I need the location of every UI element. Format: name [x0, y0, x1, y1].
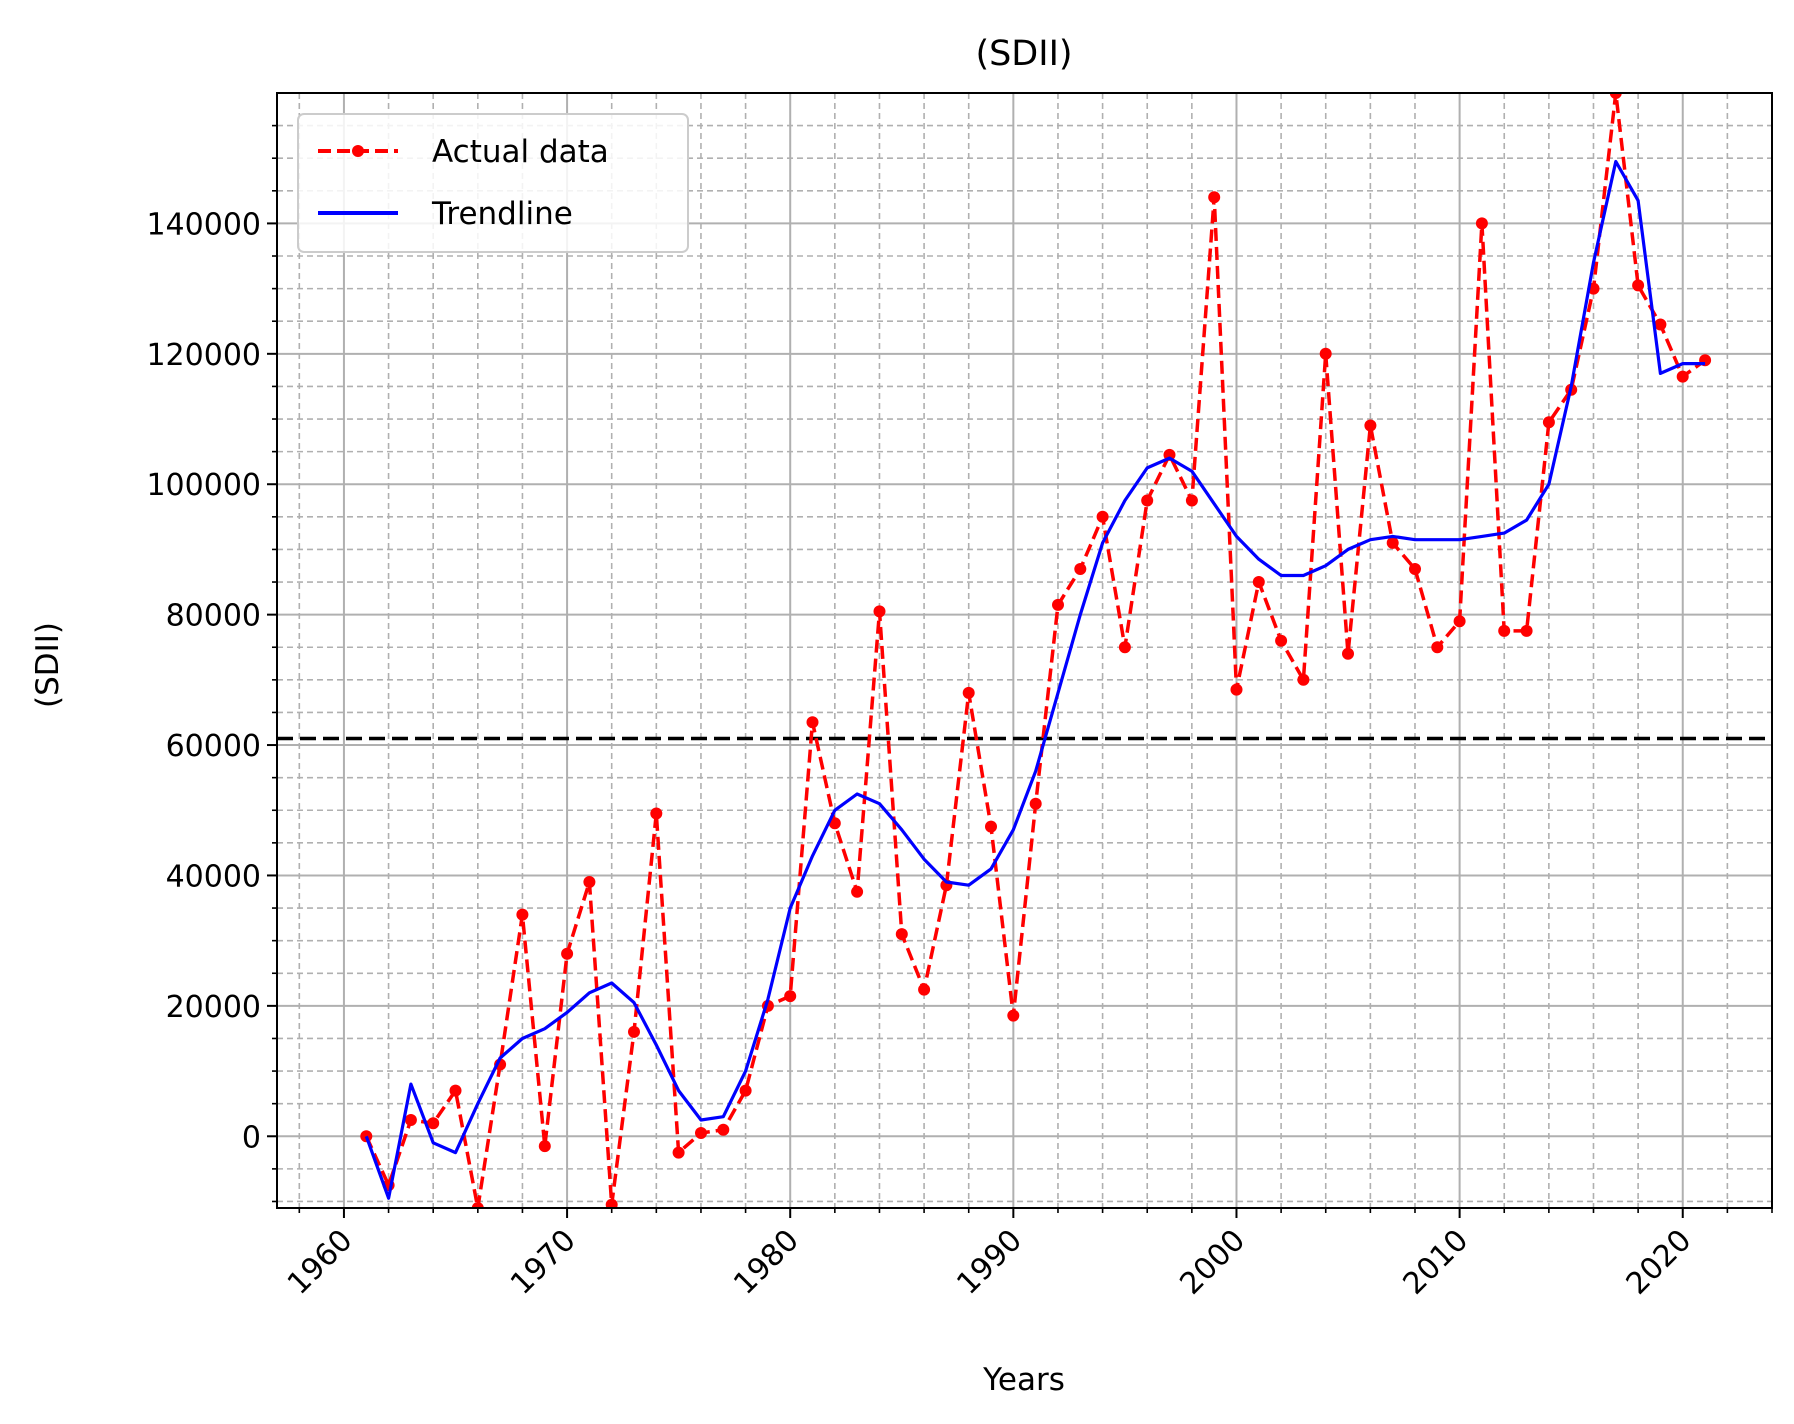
data-point-actual [1074, 563, 1087, 575]
data-point-actual [516, 908, 529, 921]
data-point-actual [1052, 598, 1064, 611]
legend-box [297, 113, 689, 253]
data-point-actual [1096, 510, 1109, 523]
major-grid [277, 93, 1772, 1208]
data-point-actual [1275, 634, 1288, 647]
data-point-actual [985, 820, 997, 833]
y-tick-label: 140000 [146, 207, 261, 242]
y-axis-ticks: 0 20000 40000 60000 80000 100000 120000 140000 [146, 124, 277, 1203]
data-point-actual [1029, 797, 1042, 810]
data-point-actual [1475, 217, 1488, 230]
data-point-actual [1676, 370, 1689, 383]
axes-border [276, 92, 1773, 1209]
data-point-actual [1319, 347, 1332, 360]
data-point-actual [1297, 673, 1310, 686]
data-point-actual [695, 1127, 707, 1139]
data-point-actual [962, 686, 975, 699]
data-point-actual [1542, 416, 1555, 429]
data-point-actual [918, 983, 931, 996]
legend-label-trend: Trendline [431, 196, 573, 232]
data-point-actual [1632, 279, 1645, 292]
data-point-actual [1520, 624, 1533, 637]
data-point-actual [1409, 563, 1421, 575]
data-point-actual [1364, 419, 1377, 432]
data-point-actual [427, 1117, 440, 1130]
data-point-actual [895, 928, 908, 941]
data-point-actual [717, 1123, 730, 1136]
legend-marker-actual [352, 145, 364, 157]
chart-title: (SDII) [975, 34, 1072, 74]
data-point-actual [1498, 624, 1511, 637]
data-point-actual [583, 876, 596, 888]
data-point-actual [739, 1084, 752, 1097]
y-tick-label: 120000 [146, 338, 261, 373]
legend-label-actual: Actual data [432, 134, 609, 170]
data-point-actual [471, 1202, 484, 1208]
data-point-actual [1453, 615, 1466, 628]
data-point-actual [538, 1140, 551, 1153]
data-point-actual [561, 947, 574, 960]
y-tick-label: 80000 [166, 599, 261, 634]
data-point-actual [1386, 536, 1399, 549]
data-point-actual [828, 817, 841, 830]
data-point-actual [806, 716, 819, 729]
legend: Actual data Trendline [297, 113, 689, 253]
data-point-actual [404, 1114, 417, 1126]
data-point-actual [672, 1146, 685, 1159]
data-point-actual [605, 1198, 618, 1208]
y-tick-label: 60000 [166, 729, 261, 764]
y-tick-label: 0 [242, 1120, 261, 1155]
data-point-actual [851, 885, 864, 898]
series-clip-group [360, 93, 1712, 1208]
data-point-actual [784, 990, 797, 1003]
data-point-actual [1208, 191, 1221, 204]
data-point-actual [1141, 494, 1154, 507]
axes-frame [276, 92, 1773, 1209]
data-point-actual [1609, 93, 1622, 99]
y-tick-label: 40000 [166, 859, 261, 894]
data-point-actual [628, 1025, 640, 1038]
data-point-actual [1185, 494, 1198, 507]
plot-area [277, 93, 1772, 1208]
data-point-actual [650, 807, 663, 820]
data-point-actual [1252, 576, 1265, 588]
x-axis-title: Years [982, 1362, 1065, 1398]
series-layer [360, 93, 1712, 1208]
series-line-trendline [364, 159, 1706, 1200]
data-point-actual [1342, 647, 1354, 660]
data-point-actual [1654, 318, 1667, 331]
data-point-actual [873, 605, 886, 618]
data-point-actual [1118, 641, 1131, 654]
plot-background [277, 93, 1772, 1208]
data-point-actual [449, 1084, 462, 1097]
y-axis-title: (SDII) [30, 622, 66, 708]
data-point-actual [1007, 1009, 1020, 1022]
data-point-actual [1431, 641, 1444, 654]
data-point-actual [1230, 683, 1243, 696]
y-tick-label: 100000 [146, 468, 261, 503]
y-tick-label: 20000 [166, 990, 261, 1025]
